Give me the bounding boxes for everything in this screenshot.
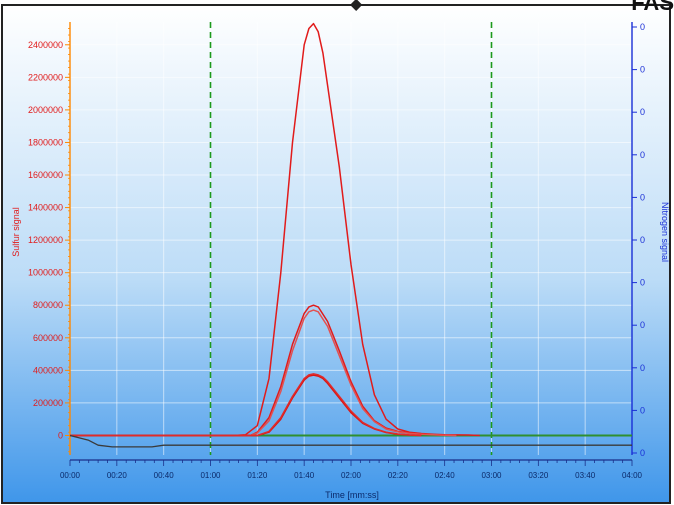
y2-tick-label: 0: [640, 235, 645, 245]
x-tick-label: 03:40: [575, 471, 596, 480]
y-tick-label: 1000000: [28, 268, 63, 278]
y-tick-label: 1400000: [28, 203, 63, 213]
x-tick-label: 01:00: [200, 471, 221, 480]
x-tick-label: 00:00: [60, 471, 81, 480]
x-axis-title: Time [mm:ss]: [325, 490, 379, 500]
series-line-5: [70, 373, 422, 437]
y-tick-label: 400000: [33, 365, 63, 375]
axes: 0 200000 400000 600000 800000 1000000 1200000 1…: [28, 22, 645, 480]
x-tick-label: 03:00: [481, 471, 502, 480]
series-group: [69, 22, 632, 448]
x-tick-label: 00:40: [154, 471, 175, 480]
x-tick-label: 02:20: [388, 471, 409, 480]
x-tick-label: 01:20: [247, 471, 268, 480]
x-tick-label: 00:20: [107, 471, 128, 480]
y2-tick-label: 0: [640, 320, 645, 330]
chart-border: [1, 4, 671, 504]
y2-tick-label: 0: [640, 150, 645, 160]
header-title-fragment: FAS: [631, 0, 674, 15]
y-tick-label: 0: [58, 430, 63, 440]
header-arrow-icon: ◆: [350, 0, 363, 13]
y2-tick-label: 0: [640, 448, 645, 458]
y-tick-label: 1200000: [28, 235, 63, 245]
x-tick-label: 02:40: [435, 471, 456, 480]
y2-tick-label: 0: [640, 363, 645, 373]
y-axis-title: Sulfur signal: [11, 207, 21, 257]
y-tick-label: 1600000: [28, 170, 63, 180]
y2-tick-label: 0: [640, 405, 645, 415]
y2-tick-label: 0: [640, 192, 645, 202]
y-tick-label: 1800000: [28, 137, 63, 147]
y-tick-label: 2200000: [28, 72, 63, 82]
series-line-6: [69, 434, 632, 448]
series-line-3: [70, 309, 457, 437]
x-tick-label: 04:00: [622, 471, 643, 480]
chart-background: [2, 5, 670, 503]
y2-tick-label: 0: [640, 278, 645, 288]
y2-tick-label: 0: [640, 22, 645, 32]
y-tick-label: 600000: [33, 333, 63, 343]
y-tick-label: 2400000: [28, 40, 63, 50]
y-tick-label: 800000: [33, 300, 63, 310]
y-tick-label: 200000: [33, 398, 63, 408]
x-tick-label: 02:00: [341, 471, 362, 480]
y-tick-label: 2000000: [28, 105, 63, 115]
x-tick-label: 01:40: [294, 471, 315, 480]
y2-tick-label: 0: [640, 65, 645, 75]
y2-tick-label: 0: [640, 107, 645, 117]
x-tick-label: 03:20: [528, 471, 549, 480]
y2-axis-title: Nitrogen signal: [660, 202, 670, 262]
